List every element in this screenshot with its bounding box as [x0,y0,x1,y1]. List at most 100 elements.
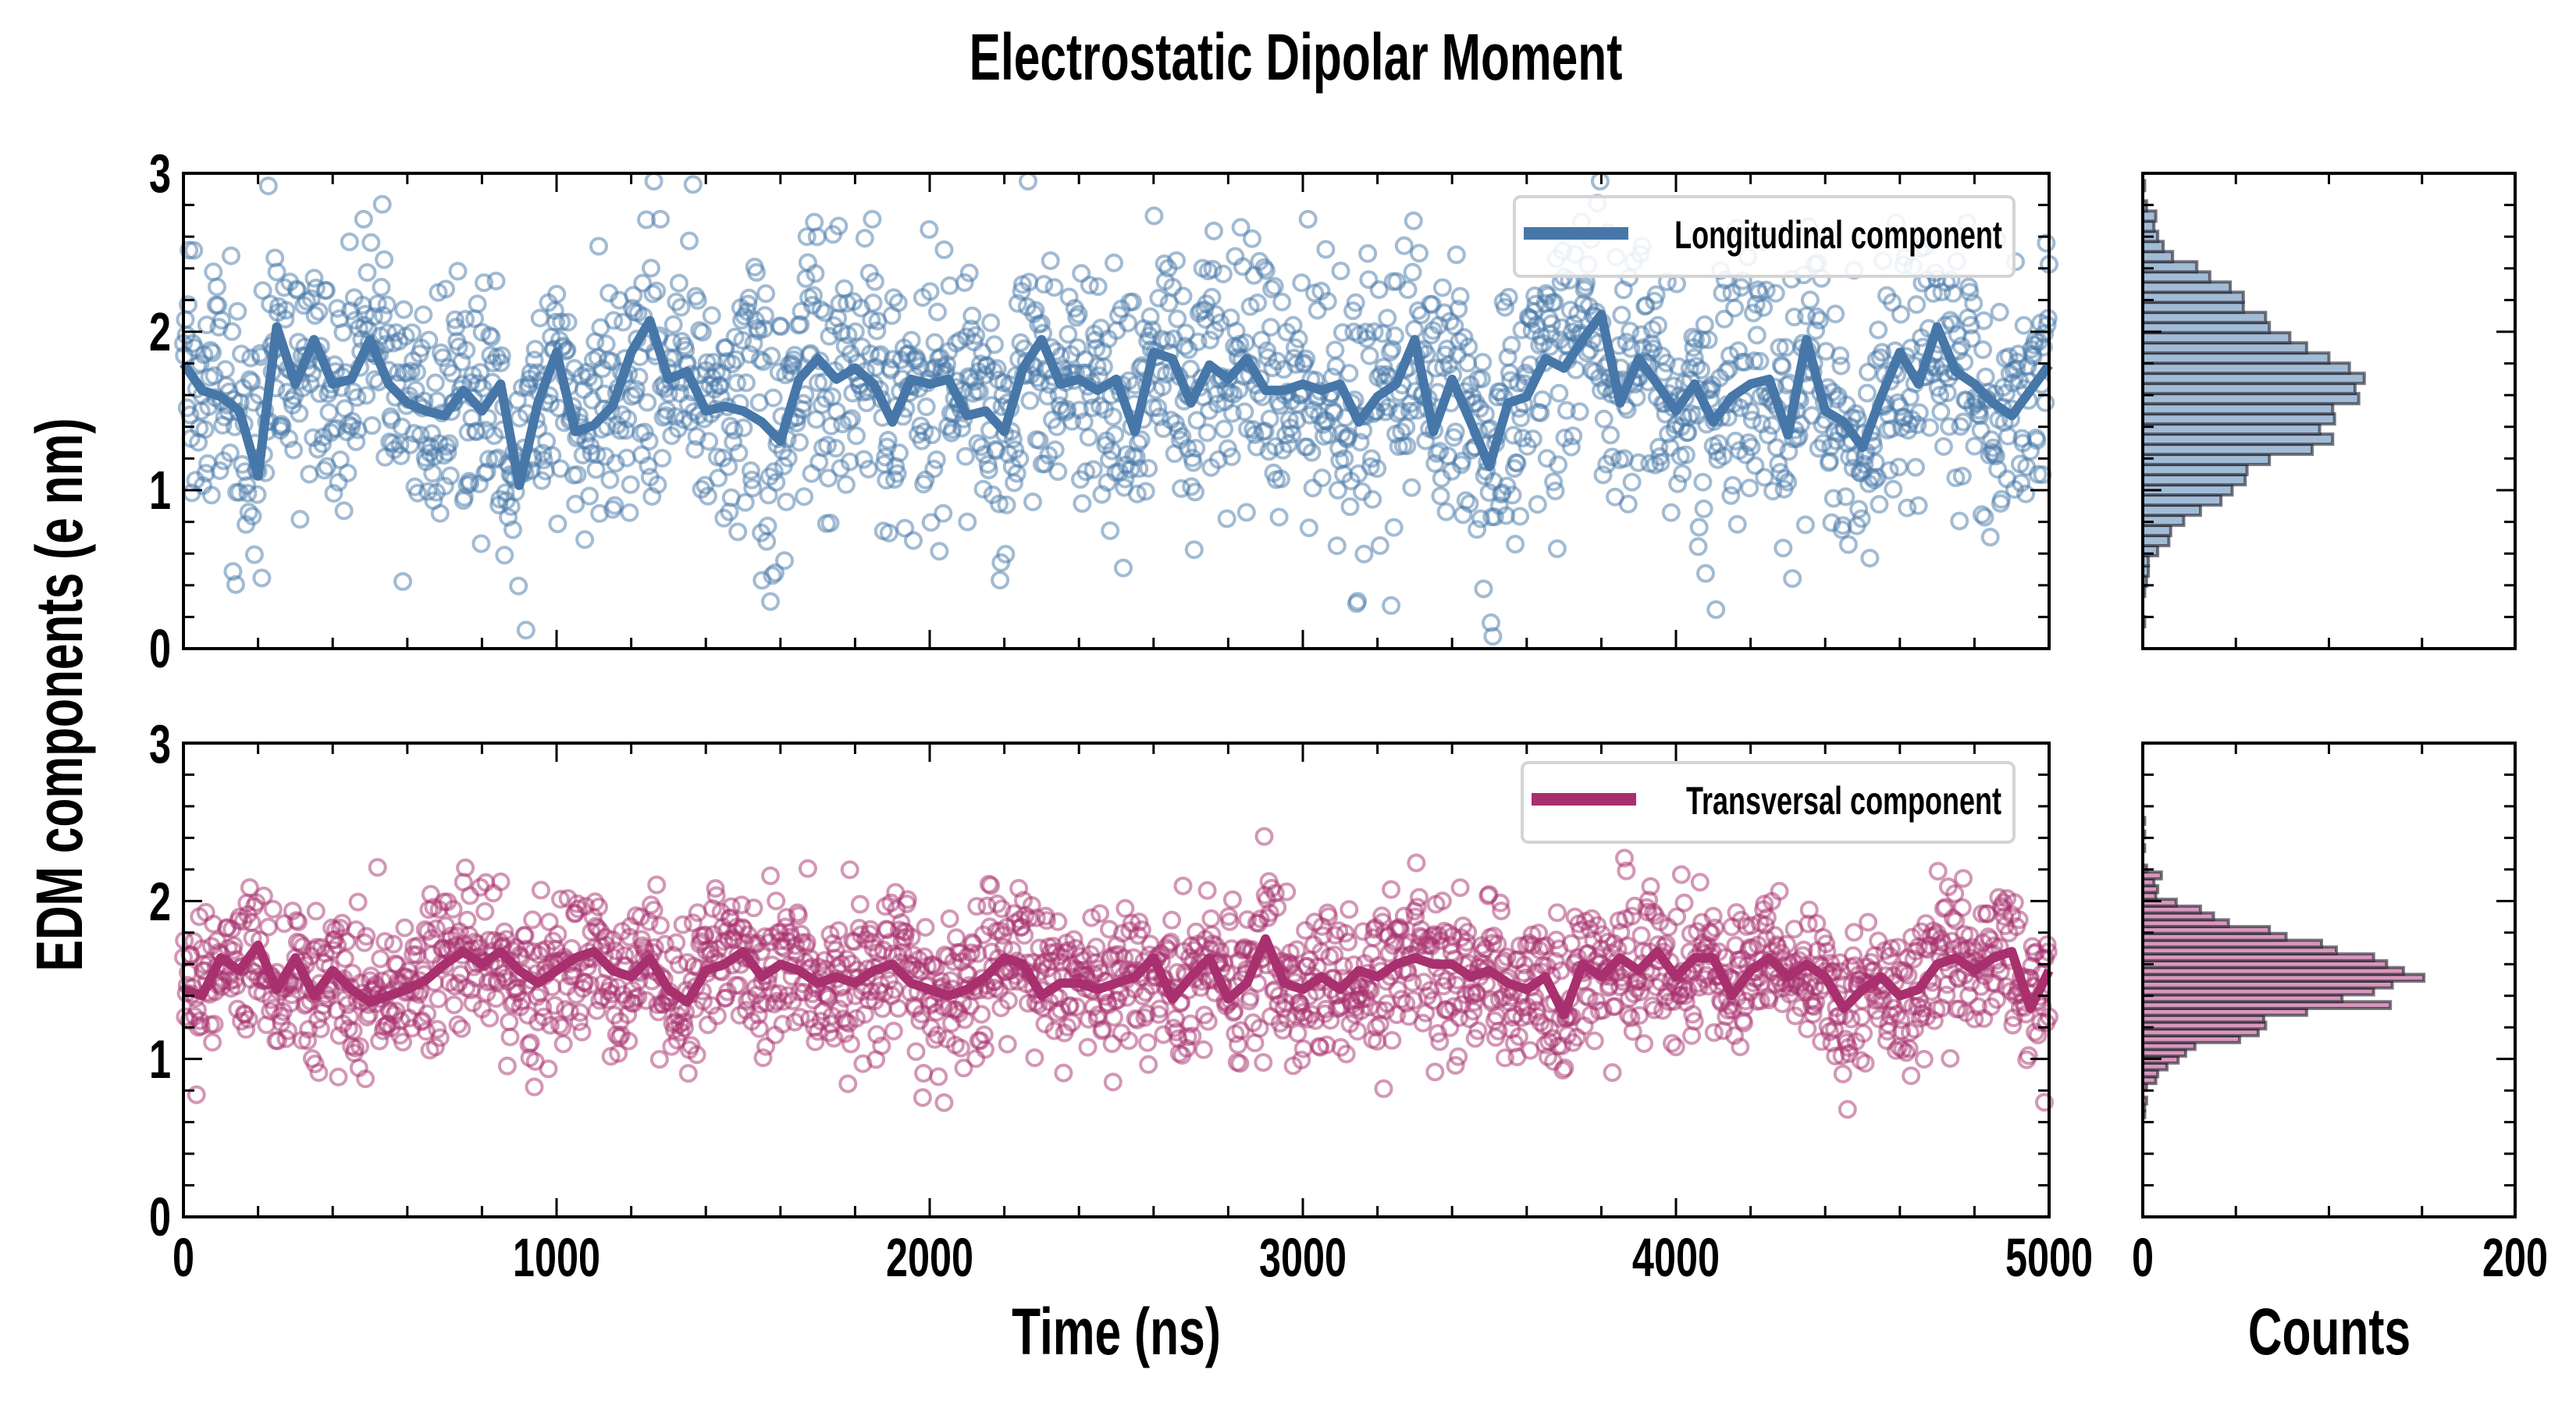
scatter-point [1334,956,1354,976]
scatter-point [319,403,339,422]
scatter-point [1750,351,1770,371]
legend-longitudinal: Longitudinal component [1513,195,2016,278]
scatter-point [2008,352,2027,372]
scatter-point [310,384,329,404]
scatter-point [676,340,696,360]
scatter-point [1865,471,1884,489]
scatter-point [568,465,587,485]
scatter-point [764,994,784,1014]
scatter-point [888,998,908,1018]
scatter-point [605,496,624,515]
scatter-point [1079,428,1098,447]
scatter-point [1552,318,1571,337]
scatter-point [680,231,699,251]
transversal-panel [174,742,2058,1218]
scatter-point [1603,1063,1622,1083]
scatter-point [226,574,245,594]
scatter-point [1139,459,1158,478]
scatter-point [1139,1055,1158,1074]
scatter-point [1080,276,1099,295]
y-tick-label: 2 [149,301,171,362]
scatter-point [1914,1050,1934,1069]
scatter-point [443,364,462,383]
scatter-point [1118,313,1137,333]
scatter-point [865,272,884,291]
scatter-point [1571,920,1590,940]
scatter-point [1318,292,1337,311]
scatter-point [558,312,578,332]
scatter-point [1340,900,1359,919]
scatter-point [448,1015,468,1034]
scatter-point [1247,437,1266,457]
scatter-point [1292,1051,1311,1069]
scatter-point [1003,429,1023,449]
scatter-point [1370,536,1389,555]
scatter-point [820,326,839,346]
scatter-point [340,232,359,251]
scatter-point [1898,498,1917,518]
scatter-point [1550,383,1569,403]
scatter-point [795,487,814,507]
scatter-point [1464,1001,1483,1021]
scatter-point [540,1016,560,1035]
scatter-point [299,1019,318,1039]
scatter-point [807,227,827,247]
scatter-point [486,272,506,290]
scatter-point [237,476,257,495]
scatter-point [1149,288,1169,308]
scatter-point [1699,330,1718,350]
scatter-point [1148,398,1168,418]
scatter-point [1621,322,1640,341]
scatter-point [267,262,286,282]
scatter-point [1131,430,1151,450]
scatter-point [1136,482,1155,501]
scatter-point [762,347,781,366]
scatter-point [1459,337,1478,357]
scatter-point [805,212,824,232]
scatter-point [1697,966,1717,985]
scatter-point [356,1069,375,1089]
scatter-point [394,300,414,319]
scatter-point [1260,409,1279,429]
scatter-point [1499,287,1518,307]
scatter-point [1621,1008,1641,1027]
scatter-point [934,240,954,259]
scatter-point [1646,977,1666,997]
scatter-point [1362,449,1381,468]
scatter-point [728,522,748,542]
scatter-point [1340,364,1359,383]
legend-swatch-transversal [1532,793,1636,806]
scatter-point [1240,987,1260,1007]
scatter-point [1064,930,1083,949]
scatter-point [1845,923,1864,942]
scatter-point [798,859,817,878]
scatter-point [1769,454,1788,474]
scatter-point [525,350,544,370]
scatter-point [205,1015,224,1034]
scatter-point [1427,444,1446,463]
scatter-point [596,334,616,354]
scatter-point [1823,489,1843,508]
scatter-point [1115,898,1135,918]
scatter-point [1892,1021,1912,1040]
scatter-point [755,306,774,325]
scatter-point [1593,465,1613,485]
scatter-point [683,175,703,194]
scatter-point [600,470,620,489]
scatter-point [2014,315,2033,335]
scatter-point [888,464,907,483]
scatter-point [1183,1026,1202,1046]
scatter-point [1325,945,1344,965]
scatter-point [934,503,953,523]
scatter-point [916,918,935,937]
scatter-point [1606,997,1624,1016]
scatter-point [238,483,258,503]
scatter-point [1757,908,1777,927]
scatter-point [523,910,543,930]
scatter-point [747,263,767,282]
x-tick-labels: 0 1000 2000 3000 4000 5000 [173,1227,2093,1288]
scatter-point [826,439,845,458]
scatter-point [1153,377,1172,397]
scatter-point [1509,1027,1528,1046]
scatter-point [343,1021,363,1040]
